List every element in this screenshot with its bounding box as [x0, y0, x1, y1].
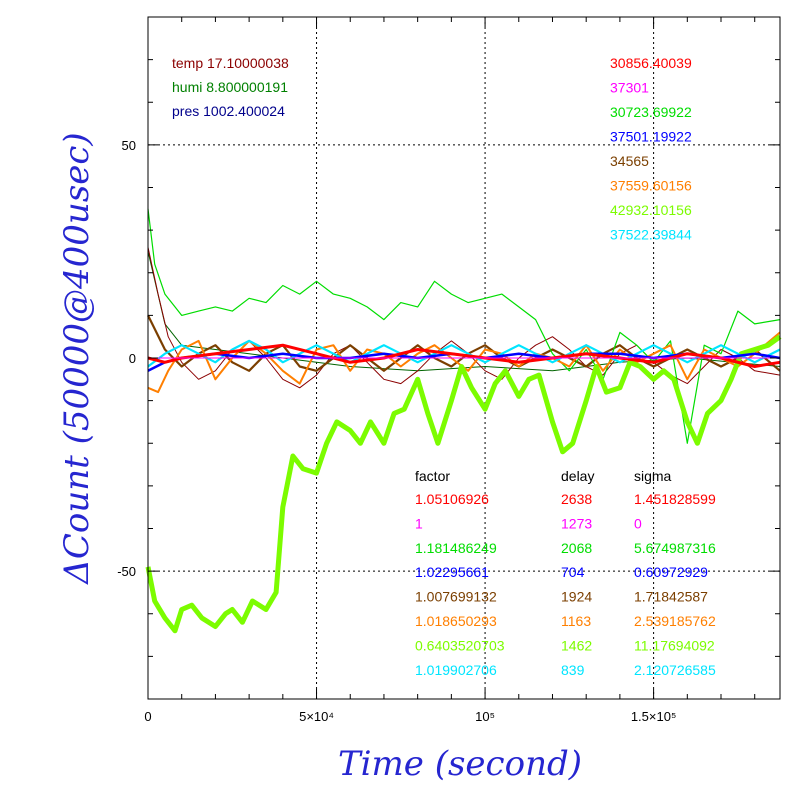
x-tick-label: 5×10⁴ — [299, 709, 334, 724]
env-label: pres 1002.400024 — [172, 103, 285, 119]
legend-entry: 37501.19922 — [610, 129, 692, 145]
x-axis-title: Time (second) — [338, 744, 582, 784]
env-label: temp 17.10000038 — [172, 55, 289, 71]
table-cell-factor: 1.018650293 — [415, 613, 497, 629]
x-tick-label: 10⁵ — [475, 709, 495, 724]
legend-entry: 34565 — [610, 153, 649, 169]
table-header-factor: factor — [415, 468, 450, 484]
series-line-0 — [147, 343, 781, 368]
annotations: temp 17.10000038 humi 8.800000191 pres 100… — [172, 55, 716, 678]
y-tick-label: -50 — [117, 564, 136, 579]
table-cell-delay: 2068 — [561, 540, 592, 556]
table-cell-factor: 1 — [415, 515, 423, 531]
series-line-6 — [145, 334, 782, 634]
legend-entry: 30723.69922 — [610, 104, 692, 120]
table-cell-sigma: 2.539185762 — [634, 613, 716, 629]
table-cell-sigma: 1.71842587 — [634, 589, 708, 605]
series-lines — [145, 208, 782, 634]
y-axis-title: ΔCount (50000@400usec) — [57, 132, 97, 585]
legend-entry: 37559.60156 — [610, 178, 692, 194]
table-header-delay: delay — [561, 468, 594, 484]
legend-entry: 42932.10156 — [610, 202, 692, 218]
table-cell-sigma: 2.120726585 — [634, 662, 716, 678]
series-line-7 — [147, 339, 781, 368]
x-tick-label: 0 — [144, 709, 151, 724]
table-cell-factor: 1.181486249 — [415, 540, 497, 556]
table-cell-factor: 1.007699132 — [415, 589, 497, 605]
table-cell-sigma: 0 — [634, 515, 642, 531]
table-cell-factor: 1.02295661 — [415, 564, 489, 580]
y-tick-label: 0 — [129, 351, 136, 366]
table-cell-factor: 1.05106926 — [415, 491, 489, 507]
table-cell-sigma: 11.17694092 — [634, 637, 715, 653]
table-cell-delay: 839 — [561, 662, 585, 678]
table-cell-sigma: 5.674987316 — [634, 540, 716, 556]
env-label: humi 8.800000191 — [172, 79, 288, 95]
axis-ticks: 0 5×10⁴ 10⁵ 1.5×10⁵ -50 0 50 — [117, 17, 780, 724]
legend-entry: 37301 — [610, 80, 649, 96]
table-cell-delay: 2638 — [561, 491, 592, 507]
table-cell-delay: 1273 — [561, 515, 592, 531]
table-cell-delay: 1163 — [561, 613, 591, 629]
table-cell-delay: 1924 — [561, 589, 592, 605]
x-tick-label: 1.5×10⁵ — [631, 709, 677, 724]
table-cell-factor: 1.019902706 — [415, 662, 497, 678]
legend-entry: 30856.40039 — [610, 55, 692, 71]
table-cell-sigma: 1.451828599 — [634, 491, 716, 507]
table-header-sigma: sigma — [634, 468, 672, 484]
table-cell-factor: 0.6403520703 — [415, 637, 505, 653]
y-tick-label: 50 — [122, 138, 136, 153]
legend-entry: 37522.39844 — [610, 227, 692, 243]
table-cell-delay: 704 — [561, 564, 585, 580]
series-line-2 — [147, 208, 781, 444]
table-cell-delay: 1462 — [561, 637, 592, 653]
table-cell-sigma: 0.60972929 — [634, 564, 708, 580]
